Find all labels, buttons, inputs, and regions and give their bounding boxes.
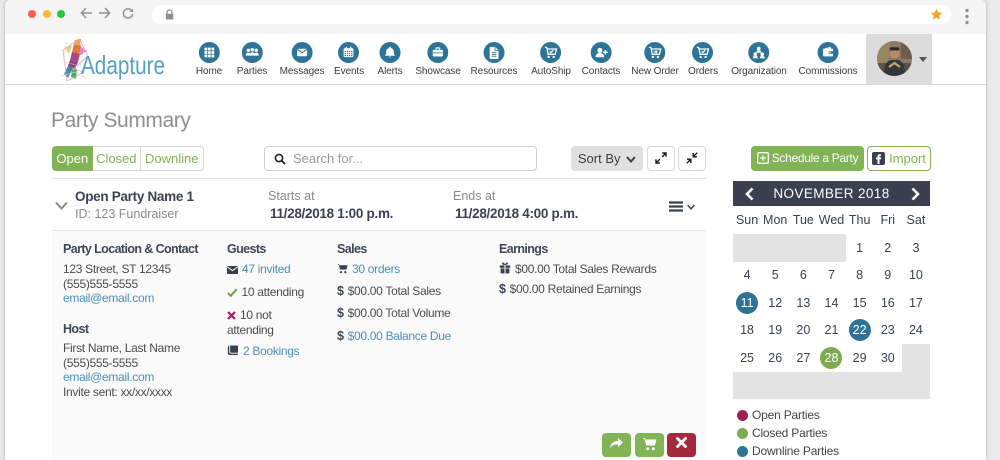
svg-text:Adapture: Adapture <box>81 50 165 80</box>
